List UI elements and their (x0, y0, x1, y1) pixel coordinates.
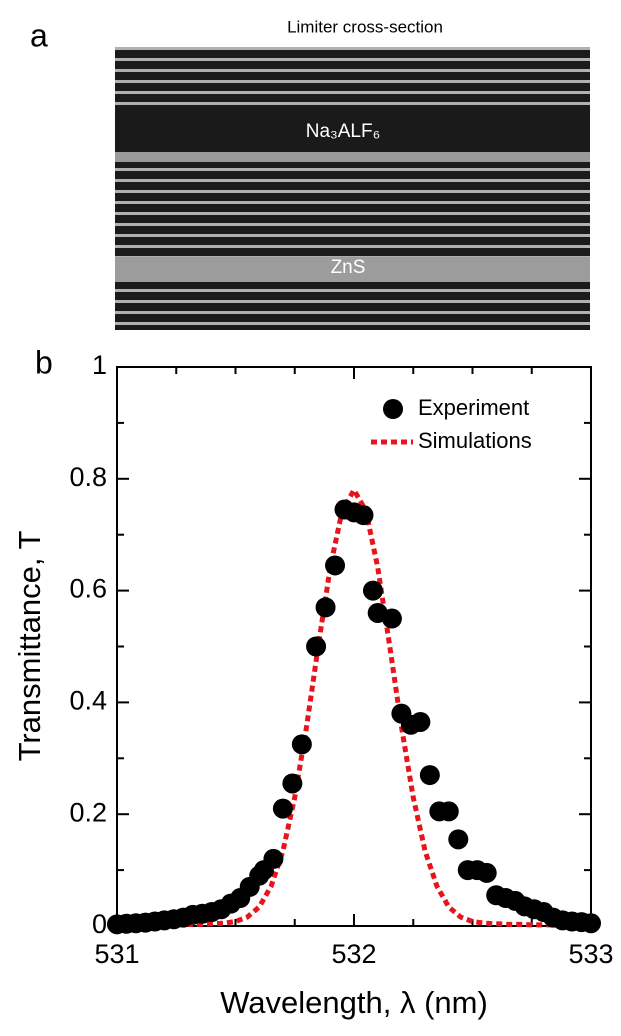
data-point (476, 862, 497, 883)
y-tick-label: 0 (92, 909, 107, 939)
data-point (581, 913, 601, 934)
x-tick-label: 531 (94, 939, 139, 969)
layer-label: ZnS (331, 257, 366, 278)
x-tick-label: 532 (331, 939, 376, 969)
data-point (438, 801, 459, 822)
y-axis-label: Transmittance, T (12, 531, 47, 762)
panel-letter: b (35, 344, 53, 380)
image-title: Limiter cross-section (287, 17, 443, 36)
data-point (291, 734, 312, 755)
legend-label: Simulations (418, 428, 532, 453)
x-tick-label: 533 (568, 939, 613, 969)
data-point (419, 765, 440, 786)
data-point (448, 829, 469, 850)
y-tick-label: 0.6 (69, 574, 107, 604)
y-tick-label: 0.2 (69, 797, 107, 827)
y-tick-label: 0.8 (69, 462, 107, 492)
data-point (410, 711, 431, 732)
simulation-line (117, 484, 591, 928)
x-axis-label: Wavelength, λ (nm) (220, 985, 488, 1020)
data-point (282, 773, 303, 794)
micrograph (115, 47, 590, 330)
y-tick-label: 0.4 (69, 686, 107, 716)
panel-letter: a (30, 17, 48, 53)
data-point (272, 798, 293, 819)
data-point (325, 555, 346, 576)
data-point (306, 636, 327, 657)
data-point (362, 580, 383, 601)
data-point (353, 505, 374, 526)
data-point (315, 597, 336, 618)
data-point (381, 608, 402, 629)
data-point (263, 848, 284, 869)
legend-marker (383, 399, 403, 419)
legend-label: Experiment (418, 395, 529, 420)
layer-label: Na₃ALF₆ (306, 121, 381, 142)
y-tick-label: 1 (92, 350, 107, 380)
